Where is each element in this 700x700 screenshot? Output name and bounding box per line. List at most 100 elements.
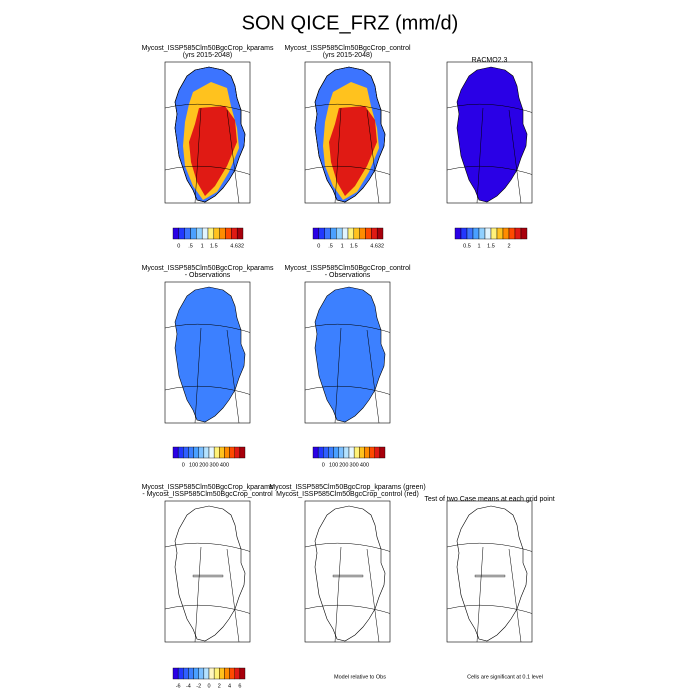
colorbar-box: [333, 446, 339, 459]
panel-title: Mycost_ISSP585Clm50BgcCrop_control: [284, 265, 411, 272]
panel-title: Mycost_ISSP585Clm50BgcCrop_kparams: [142, 45, 274, 52]
colorbar-box: [219, 667, 225, 680]
meridian: [508, 109, 522, 203]
colorbar-box: [234, 446, 241, 459]
sig-line: [192, 574, 224, 578]
colorbar-box: [338, 446, 345, 459]
colorbar-box: [193, 446, 199, 459]
meridian: [334, 546, 342, 642]
map-panel: RACMO2.3: [446, 57, 533, 204]
colorbar-box: [172, 227, 180, 240]
latitude-line: [447, 103, 532, 113]
colorbar-box: [213, 227, 220, 240]
colorbar-label: 200: [339, 462, 348, 468]
colorbar-label: 200: [199, 462, 208, 468]
map-body: [305, 286, 390, 423]
panel-title: - Mycost_ISSP585Clm50BgcCrop_control: [142, 491, 273, 498]
latitude-line: [165, 542, 250, 552]
meridian: [366, 548, 380, 642]
panel-title: Test of two Case means at each grid poin…: [424, 496, 554, 503]
colorbar-box: [219, 227, 226, 240]
land-field: [314, 286, 386, 423]
colorbar-box: [484, 227, 492, 240]
colorbar-box: [198, 446, 205, 459]
map-panel: Mycost_ISSP585Clm50BgcCrop_kparams(yrs 2…: [142, 45, 274, 204]
coast: [456, 505, 528, 642]
colorbar-box: [472, 227, 480, 240]
panel-title: Mycost_ISSP585Clm50BgcCrop_control: [284, 45, 411, 52]
meridian: [476, 546, 484, 642]
colorbar-box: [520, 227, 528, 240]
colorbar-box: [374, 446, 381, 459]
colorbar-box: [188, 667, 194, 680]
colorbar-box: [190, 227, 197, 240]
colorbar-box: [193, 667, 199, 680]
colorbar-box: [239, 667, 246, 680]
land-field: [456, 66, 528, 203]
colorbar-box: [229, 667, 235, 680]
colorbar-label: 4: [228, 683, 231, 689]
latitude-line: [447, 604, 532, 614]
latitude-line: [305, 323, 390, 333]
colorbar-box: [177, 446, 184, 459]
panel-title: (yrs 2015-2048): [323, 52, 372, 59]
colorbar-box: [207, 227, 215, 240]
meridian: [334, 327, 342, 423]
map-frame: [446, 500, 533, 643]
sig-line: [332, 574, 364, 578]
colorbar-box: [502, 227, 510, 240]
colorbar-label: 1: [477, 243, 480, 249]
meridian: [194, 107, 202, 203]
colorbar-label: 100: [329, 462, 338, 468]
meridian: [194, 546, 202, 642]
colorbar-label: 1.5: [487, 243, 495, 249]
field-hot: [329, 106, 377, 196]
colorbar-box: [496, 227, 504, 240]
colorbar: 0 100 200 300 400: [172, 446, 246, 468]
colorbar-label: .5: [328, 243, 333, 249]
colorbar-label: -6: [176, 683, 181, 689]
colorbar-label: 1.5: [350, 243, 358, 249]
coast: [174, 66, 246, 203]
colorbar-box: [188, 446, 194, 459]
map-body: [165, 66, 250, 203]
colorbar-box: [348, 446, 355, 459]
colorbar-box: [198, 667, 205, 680]
colorbar-box: [353, 227, 360, 240]
colorbar-box: [239, 446, 246, 459]
colorbar-box: [312, 446, 319, 459]
colorbar-label: -2: [196, 683, 201, 689]
panel-title: Mycost_ISSP585Clm50BgcCrop_kparams: [142, 484, 274, 491]
colorbar-label: .5: [188, 243, 193, 249]
latitude-line: [165, 165, 250, 175]
colorbar-label: -4: [186, 683, 191, 689]
panel-title: Mycost_ISSP585Clm50BgcCrop_kparams (gree…: [269, 484, 425, 491]
meridian: [226, 109, 240, 203]
colorbar-box: [359, 227, 366, 240]
panel-title: RACMO2.3: [472, 57, 508, 64]
colorbar-label: 4.632: [230, 243, 244, 249]
colorbar-box: [466, 227, 474, 240]
colorbar-label: 400: [360, 462, 369, 468]
field-hot: [189, 106, 237, 196]
colorbar-box: [177, 667, 184, 680]
latitude-line: [165, 385, 250, 395]
colorbar-box: [224, 667, 230, 680]
meridian: [476, 107, 484, 203]
colorbar: 0.5 1 1.5 2: [454, 227, 528, 249]
colorbar-box: [341, 227, 349, 240]
colorbar-box: [343, 446, 350, 459]
colorbar-box: [229, 446, 235, 459]
map-frame: [164, 500, 251, 643]
colorbar-box: [213, 667, 220, 680]
colorbar-box: [371, 227, 378, 240]
meridian: [226, 329, 240, 423]
colorbar-box: [178, 227, 185, 240]
coast: [314, 66, 386, 203]
colorbar-box: [312, 227, 320, 240]
colorbar-label: 300: [350, 462, 359, 468]
latitude-line: [305, 165, 390, 175]
colorbar: -6 -4 -2 0 2 4 6: [172, 667, 246, 689]
map-frame: [446, 61, 533, 204]
colorbar-label: 300: [210, 462, 219, 468]
